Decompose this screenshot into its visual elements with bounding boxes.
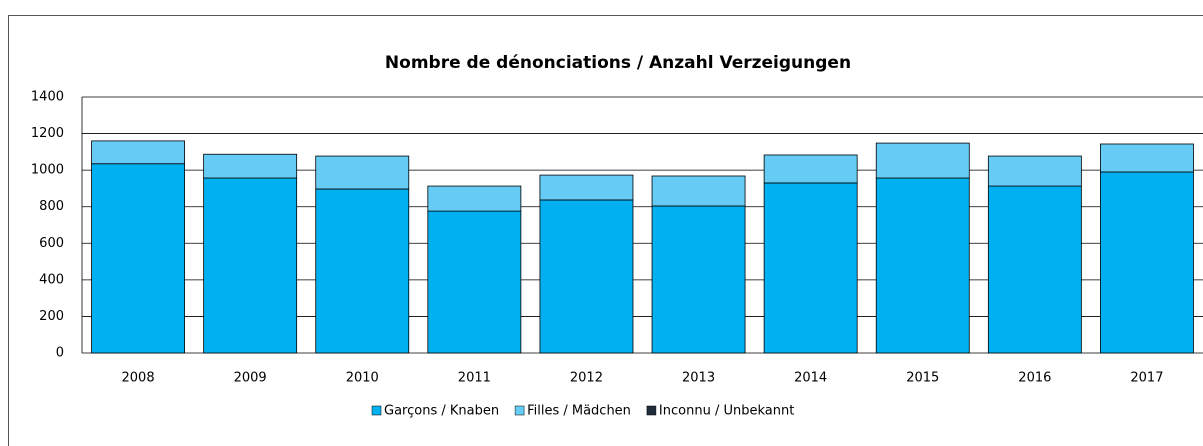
bar-segment: [91, 163, 185, 354]
bar-segment: [539, 199, 634, 354]
bar-segment: [763, 182, 858, 354]
y-tick-label: 800: [39, 199, 64, 214]
y-tick-label: 1200: [31, 126, 64, 141]
legend-swatch: [646, 405, 657, 416]
bar-segment: [91, 140, 185, 165]
legend-label: Garçons / Knaben: [384, 404, 499, 419]
bar-segment: [539, 174, 634, 201]
x-tick-label: 2013: [682, 371, 715, 386]
bar-segment: [315, 188, 410, 354]
bar-segment: [875, 142, 970, 179]
y-tick-label: 200: [39, 309, 64, 324]
y-tick-label: 0: [56, 346, 64, 361]
x-tick-label: 2008: [122, 371, 155, 386]
y-tick-label: 400: [39, 272, 64, 287]
y-tick-label: 600: [39, 236, 64, 251]
x-tick-label: 2016: [1018, 371, 1051, 386]
x-tick-label: 2009: [234, 371, 267, 386]
legend-label: Filles / Mädchen: [527, 404, 631, 419]
bar-segment: [203, 177, 298, 354]
bar-segment: [203, 153, 298, 179]
y-tick-label: 1000: [31, 163, 64, 178]
x-tick-label: 2015: [906, 371, 939, 386]
x-tick-label: 2014: [794, 371, 827, 386]
legend-label: Inconnu / Unbekannt: [659, 404, 794, 419]
chart-title: Nombre de dénonciations / Anzahl Verzeig…: [385, 53, 851, 73]
x-tick-label: 2017: [1130, 371, 1163, 386]
bar-segment: [1100, 143, 1194, 173]
y-tick-label: 1400: [31, 90, 64, 105]
bar-segment: [427, 210, 522, 354]
bar-segment: [987, 185, 1082, 354]
bar-segment: [875, 177, 970, 354]
bar-segment: [1100, 171, 1194, 354]
bar-segment: [763, 154, 858, 184]
chart-frame: [8, 15, 1203, 446]
x-tick-label: 2011: [458, 371, 491, 386]
x-tick-label: 2010: [346, 371, 379, 386]
bar-segment: [427, 185, 522, 212]
legend-swatch: [371, 405, 382, 416]
x-tick-label: 2012: [570, 371, 603, 386]
bar-segment: [987, 155, 1082, 187]
bar-segment: [315, 155, 410, 190]
legend-swatch: [514, 405, 525, 416]
bar-segment: [651, 205, 746, 354]
bar-segment: [651, 175, 746, 207]
